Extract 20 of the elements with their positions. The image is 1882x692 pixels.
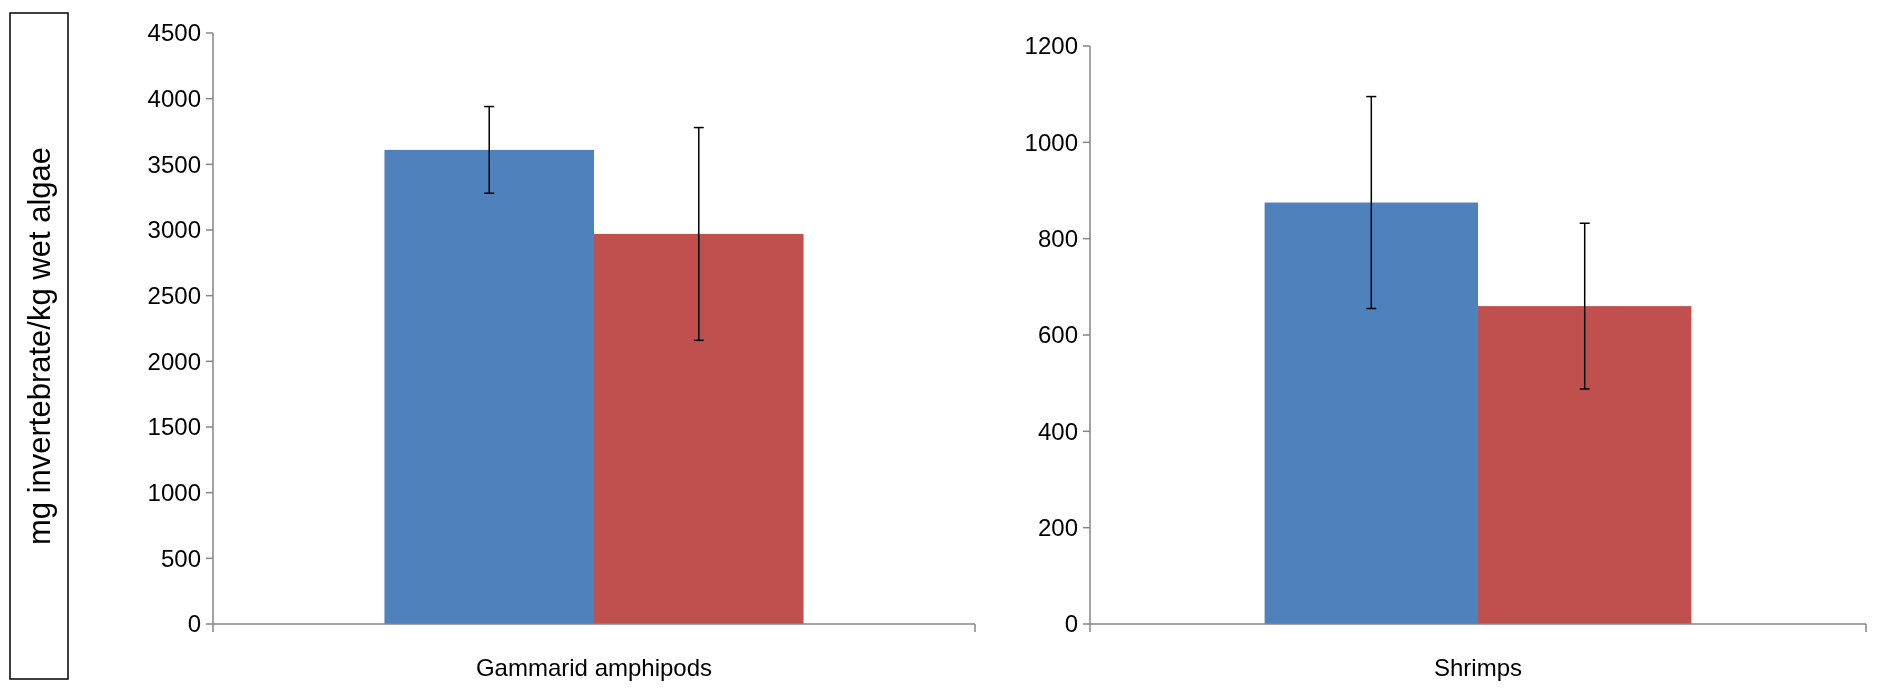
y-tick-label: 200 — [1037, 514, 1078, 542]
y-tick-label: 500 — [160, 544, 201, 572]
y-tick-label: 800 — [1037, 225, 1078, 253]
y-tick-label: 2500 — [147, 282, 201, 310]
y-tick-label: 1000 — [1024, 128, 1078, 156]
x-tick-label: Shrimps — [1433, 654, 1523, 681]
y-tick-label: 1500 — [147, 413, 201, 441]
x-tick-label: Gammarid amphipods — [475, 654, 713, 681]
y-axis-title: mg invertebrate/kg wet algae — [22, 146, 57, 546]
y-tick-label: 4500 — [147, 19, 201, 47]
y-tick-label: 3000 — [147, 216, 201, 244]
y-tick-label: 600 — [1037, 321, 1078, 349]
y-tick-label: 0 — [1064, 610, 1078, 638]
y-tick-label: 3500 — [147, 150, 201, 178]
y-tick-label: 2000 — [147, 347, 201, 375]
y-tick-label: 0 — [187, 610, 201, 638]
y-tick-label: 1200 — [1024, 32, 1078, 60]
y-tick-label: 400 — [1037, 417, 1078, 445]
y-tick-label: 1000 — [147, 479, 201, 507]
y-tick-label: 4000 — [147, 85, 201, 113]
